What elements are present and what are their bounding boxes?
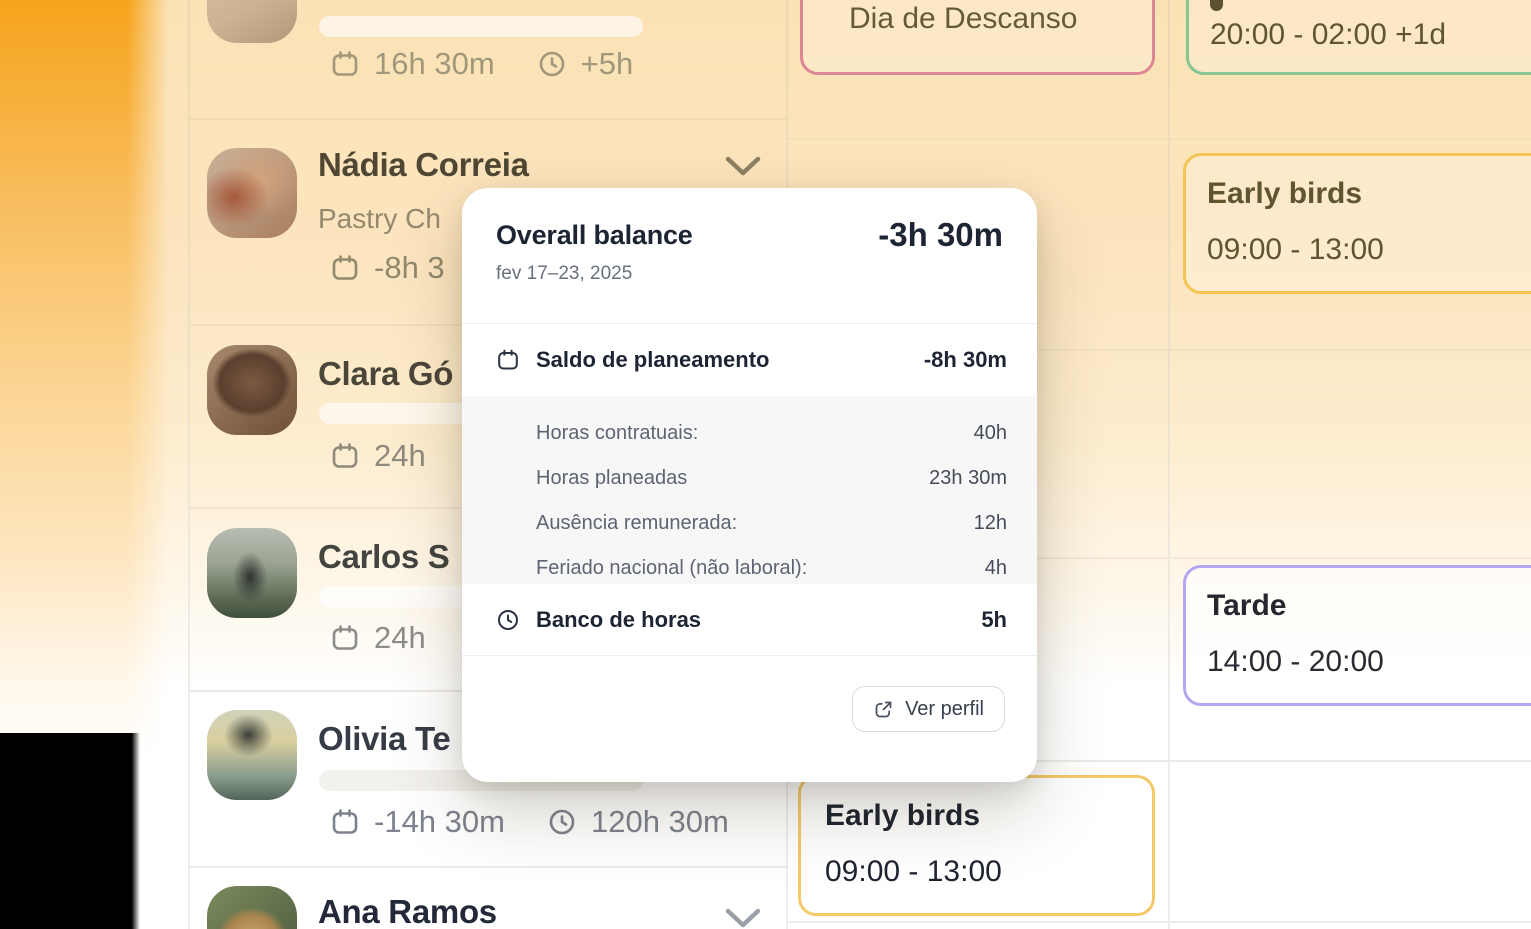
employee-role: Pastry Ch bbox=[318, 203, 441, 234]
planned-hours: 16h 30m bbox=[374, 46, 495, 81]
shift-time: 09:00 - 13:00 bbox=[1207, 233, 1384, 266]
calendar-icon bbox=[332, 809, 358, 834]
shift-title: Early birds bbox=[825, 799, 981, 832]
breakdown-label: Feriado nacional (não laboral): bbox=[536, 557, 808, 579]
calendar-row-divider bbox=[787, 138, 1531, 140]
planned-hours: -8h 3 bbox=[374, 250, 445, 285]
avatar[interactable] bbox=[207, 886, 297, 929]
overtime-hours: 120h 30m bbox=[590, 804, 729, 839]
employee-name[interactable]: Carlos S bbox=[318, 538, 450, 575]
clock-icon bbox=[498, 609, 518, 630]
calendar-row-divider bbox=[787, 557, 1531, 559]
calendar-icon bbox=[498, 349, 518, 370]
chevron-down-icon[interactable] bbox=[724, 154, 762, 178]
panel-left-divider bbox=[188, 0, 190, 929]
popover-footer: Ver perfil bbox=[462, 656, 1037, 782]
calendar-column-divider-2 bbox=[1168, 0, 1170, 929]
breakdown-value: 12h bbox=[973, 512, 1007, 534]
shift-title: Dia de Descanso bbox=[849, 2, 1078, 35]
calendar-icon bbox=[332, 625, 358, 650]
shift-time: 14:00 - 20:00 bbox=[1207, 645, 1384, 678]
shift-title: Tarde bbox=[1207, 589, 1287, 622]
avatar[interactable] bbox=[207, 0, 297, 43]
chevron-down-icon[interactable] bbox=[724, 906, 762, 929]
hours-bank-row: Banco de horas 5h bbox=[462, 584, 1037, 656]
planned-hours: 24h bbox=[374, 620, 426, 655]
breakdown-row: Horas planeadas 23h 30m bbox=[536, 456, 1007, 501]
shift-card-early-birds[interactable]: Early birds 09:00 - 13:00 bbox=[798, 775, 1155, 916]
clock-icon bbox=[549, 809, 575, 835]
calendar-row-divider bbox=[787, 921, 1531, 923]
shift-card-early-birds[interactable]: Early birds 09:00 - 13:00 bbox=[1183, 153, 1531, 294]
breakdown-row: Ausência remunerada: 12h bbox=[536, 501, 1007, 546]
external-link-icon bbox=[875, 701, 892, 717]
clipped-shift-title-fragment bbox=[1210, 0, 1223, 11]
progress-bar bbox=[319, 16, 643, 37]
calendar-icon bbox=[332, 443, 358, 468]
breakdown-label: Horas contratuais: bbox=[536, 422, 699, 444]
total-balance-value: -3h 30m bbox=[878, 216, 1003, 253]
hours-bank-label: Banco de horas bbox=[536, 606, 702, 632]
calendar-row-divider bbox=[787, 760, 1531, 762]
employee-row: Ana Ramos bbox=[189, 866, 787, 929]
employee-row: Olivia Te -14h 30m 120h 30m bbox=[189, 690, 787, 866]
breakdown-label: Ausência remunerada: bbox=[536, 512, 738, 534]
employee-name[interactable]: Ana Ramos bbox=[318, 893, 497, 929]
view-profile-button[interactable]: Ver perfil bbox=[852, 686, 1005, 732]
breakdown-row: Feriado nacional (não laboral): 4h bbox=[536, 546, 1007, 591]
employee-name[interactable]: Clara Gó bbox=[318, 355, 454, 392]
planned-hours: -14h 30m bbox=[374, 804, 505, 839]
avatar[interactable] bbox=[207, 710, 297, 800]
employee-name[interactable]: Olivia Te bbox=[318, 720, 451, 757]
hours-bank-value: 5h bbox=[981, 606, 1007, 632]
avatar[interactable] bbox=[207, 528, 297, 618]
employee-name[interactable]: Nádia Correia bbox=[318, 146, 529, 183]
panel-row-divider bbox=[189, 118, 787, 120]
breakdown-value: 23h 30m bbox=[929, 467, 1007, 489]
shift-title: Early birds bbox=[1207, 177, 1363, 210]
planning-balance-row: Saldo de planeamento -8h 30m bbox=[462, 324, 1037, 396]
overall-balance-popover: Overall balance -3h 30m fev 17–23, 2025 … bbox=[462, 188, 1037, 782]
view-profile-label: Ver perfil bbox=[905, 697, 984, 720]
shift-card-night[interactable]: 20:00 - 02:00 +1d bbox=[1186, 0, 1531, 75]
avatar[interactable] bbox=[207, 148, 297, 238]
breakdown-label: Horas planeadas bbox=[536, 467, 688, 489]
breakdown-value: 40h bbox=[973, 422, 1007, 444]
shift-time: 09:00 - 13:00 bbox=[825, 855, 1002, 888]
panel-row-divider bbox=[189, 866, 787, 868]
overtime-hours: +5h bbox=[580, 46, 634, 81]
planning-balance-value: -8h 30m bbox=[923, 347, 1007, 372]
calendar-icon bbox=[332, 51, 358, 76]
clock-icon bbox=[539, 51, 564, 77]
balance-breakdown: Horas contratuais: 40h Horas planeadas 2… bbox=[462, 396, 1037, 584]
employee-row: Nádia Correia Pastry Ch -8h 3 bbox=[189, 118, 787, 324]
planned-hours: 24h bbox=[374, 438, 426, 473]
employee-row: 16h 30m +5h bbox=[189, 0, 787, 118]
calendar-icon bbox=[332, 255, 358, 280]
breakdown-row: Horas contratuais: 40h bbox=[536, 411, 1007, 456]
shift-time: 20:00 - 02:00 +1d bbox=[1210, 18, 1447, 51]
avatar[interactable] bbox=[207, 345, 297, 435]
planning-balance-label: Saldo de planeamento bbox=[536, 347, 770, 372]
breakdown-value: 4h bbox=[984, 557, 1007, 579]
popover-title: Overall balance bbox=[496, 220, 693, 250]
shift-card-tarde[interactable]: Tarde 14:00 - 20:00 bbox=[1183, 565, 1531, 706]
date-range: fev 17–23, 2025 bbox=[496, 263, 633, 284]
calendar-row-divider bbox=[787, 349, 1531, 351]
popover-header: Overall balance -3h 30m fev 17–23, 2025 bbox=[462, 188, 1037, 324]
black-corner-block bbox=[0, 733, 140, 929]
shift-card-rest-day[interactable]: Dia de Descanso bbox=[800, 0, 1155, 75]
